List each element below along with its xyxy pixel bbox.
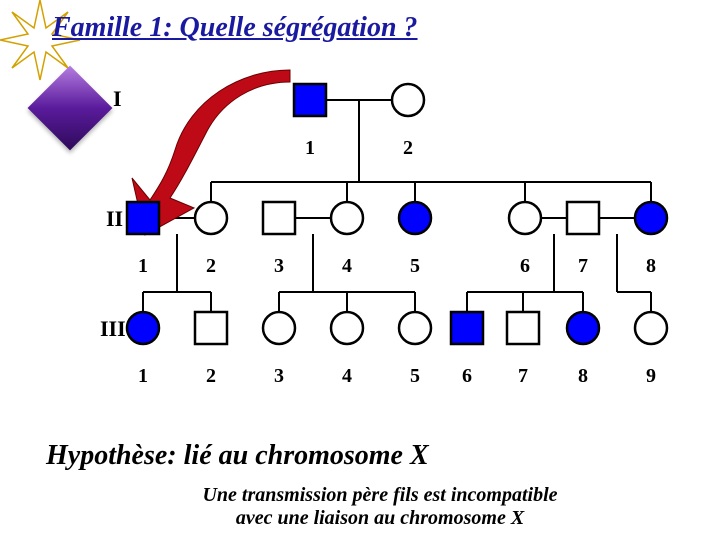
hypothesis-text: Hypothèse: lié au chromosome X (46, 440, 429, 472)
subtext-line2: avec une liaison au chromosome X (236, 507, 524, 529)
svg-text:4: 4 (342, 255, 352, 277)
svg-text:1: 1 (138, 255, 148, 277)
svg-text:1: 1 (138, 365, 148, 387)
svg-text:2: 2 (206, 255, 216, 277)
svg-text:6: 6 (462, 365, 472, 387)
svg-text:5: 5 (410, 365, 420, 387)
svg-text:3: 3 (274, 365, 284, 387)
subtext: Une transmission père fils est incompati… (140, 484, 620, 530)
svg-text:2: 2 (206, 365, 216, 387)
svg-text:7: 7 (518, 365, 528, 387)
svg-text:3: 3 (274, 255, 284, 277)
svg-text:4: 4 (342, 365, 352, 387)
subtext-line1: Une transmission père fils est incompati… (202, 484, 557, 506)
svg-text:1: 1 (305, 137, 315, 159)
svg-text:5: 5 (410, 255, 420, 277)
svg-text:8: 8 (646, 255, 656, 277)
svg-text:6: 6 (520, 255, 530, 277)
svg-text:8: 8 (578, 365, 588, 387)
svg-text:2: 2 (403, 137, 413, 159)
svg-text:9: 9 (646, 365, 656, 387)
svg-text:7: 7 (578, 255, 588, 277)
